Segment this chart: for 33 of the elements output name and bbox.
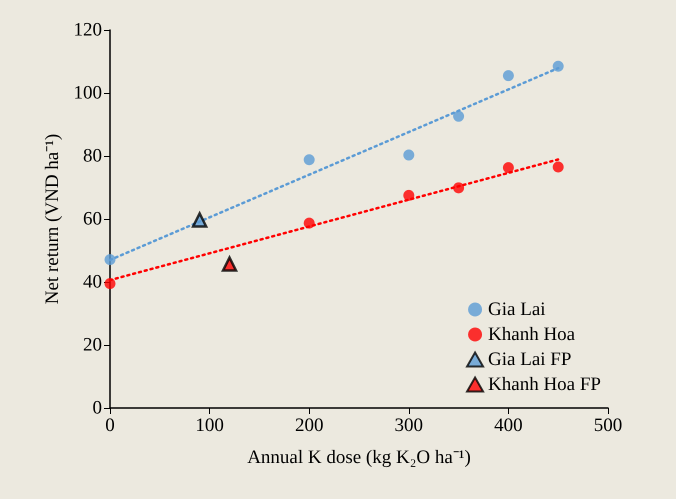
- y-tick-label: 20: [83, 334, 102, 356]
- x-axis-title: Annual K dose (kg K₂O ha⁻¹): [247, 447, 471, 468]
- point: [304, 154, 315, 166]
- y-tick-label: 120: [74, 20, 102, 40]
- point: [552, 162, 564, 173]
- x-tick-label: 300: [394, 415, 424, 436]
- legend-label: Khanh Hoa FP: [488, 374, 602, 395]
- point: [502, 70, 514, 82]
- point: [552, 60, 564, 72]
- x-tick-label: 0: [105, 415, 115, 436]
- x-tick-label: 100: [195, 415, 224, 436]
- point: [403, 150, 414, 161]
- point: [502, 162, 514, 174]
- point: [104, 278, 116, 290]
- y-tick-label: 100: [74, 82, 102, 104]
- point: [304, 218, 315, 229]
- point: [453, 110, 464, 122]
- point: [222, 256, 238, 272]
- y-axis-title: Net return (VND ha⁻¹): [42, 134, 63, 304]
- legend-label: Gia Lai FP: [488, 349, 572, 370]
- x-tick-label: 500: [594, 415, 622, 436]
- y-tick-label: 40: [83, 272, 102, 292]
- legend-label: Gia Lai: [488, 299, 546, 320]
- y-tick-label: 0: [92, 398, 102, 418]
- x-tick-label: 200: [294, 415, 324, 436]
- point: [192, 212, 208, 228]
- y-tick-label: 80: [83, 146, 102, 166]
- x-tick-label: 400: [494, 415, 523, 436]
- y-tick-label: 60: [83, 208, 102, 230]
- point: [403, 190, 414, 201]
- point: [453, 182, 464, 194]
- point: [104, 254, 116, 266]
- legend-label: Khanh Hoa: [488, 324, 576, 345]
